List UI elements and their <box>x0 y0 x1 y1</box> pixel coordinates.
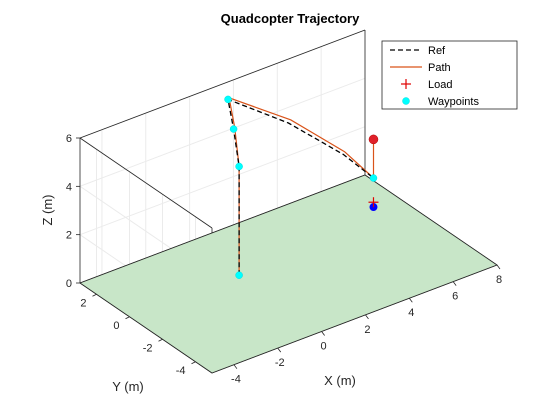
legend: Ref Path Load Waypoints <box>382 41 517 109</box>
waypoint-marker <box>225 96 232 103</box>
z-tick-label: 2 <box>66 230 72 242</box>
y-tick-label: 2 <box>80 297 86 309</box>
waypoint-marker <box>236 272 243 279</box>
x-tick <box>278 348 281 352</box>
y-axis-label: Y (m) <box>112 379 144 394</box>
z-axis-label: Z (m) <box>40 194 55 225</box>
waypoint-marker <box>370 175 377 182</box>
z-tick-label: 6 <box>66 133 72 145</box>
x-tick <box>322 331 325 335</box>
x-tick <box>453 282 456 286</box>
x-axis-label: X (m) <box>324 373 356 388</box>
waypoint-marker <box>236 163 243 170</box>
z-tick-label: 0 <box>66 278 72 290</box>
x-tick-label: 6 <box>452 291 458 303</box>
y-tick-label: -2 <box>143 342 153 354</box>
y-tick <box>93 294 97 296</box>
waypoint-marker <box>230 126 237 133</box>
load-ball <box>369 135 378 144</box>
y-tick <box>192 362 196 364</box>
x-tick-label: 8 <box>496 274 502 286</box>
z-tick-label: 4 <box>66 181 72 193</box>
legend-label: Ref <box>428 45 446 57</box>
y-tick-label: -4 <box>176 365 186 377</box>
x-tick-label: -4 <box>231 374 241 386</box>
x-tick-label: -2 <box>275 357 285 369</box>
x-tick-label: 4 <box>408 307 414 319</box>
legend-label: Waypoints <box>428 96 479 108</box>
legend-label: Load <box>428 79 452 91</box>
y-tick <box>159 339 163 341</box>
x-tick <box>497 265 500 269</box>
y-tick <box>126 317 130 319</box>
x-tick-label: 0 <box>321 340 327 352</box>
x-tick <box>365 315 368 319</box>
y-tick-label: 0 <box>113 320 119 332</box>
x-tick-label: 2 <box>364 324 370 336</box>
x-tick <box>409 298 412 302</box>
x-tick <box>234 365 237 369</box>
legend-swatch-waypoints <box>403 98 410 105</box>
chart-title: Quadcopter Trajectory <box>221 11 360 26</box>
legend-label: Path <box>428 62 451 74</box>
